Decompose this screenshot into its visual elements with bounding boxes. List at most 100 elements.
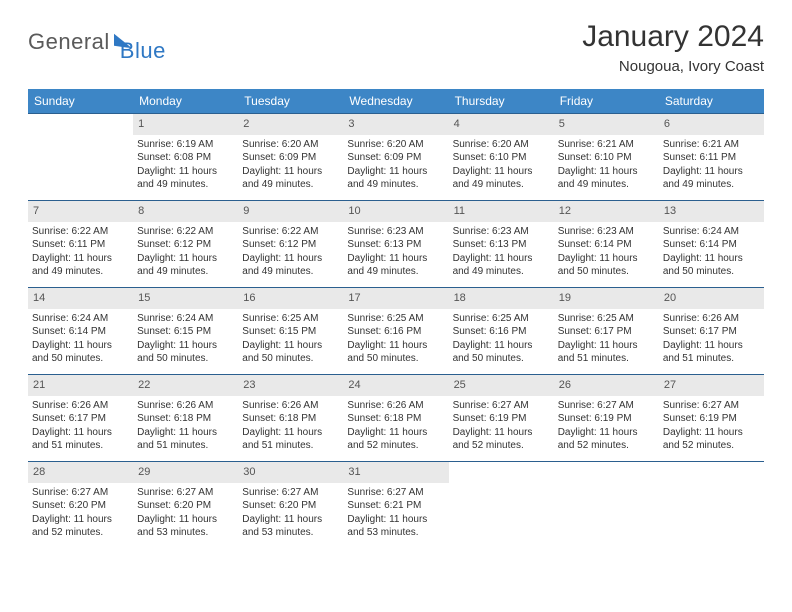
sunset-line: Sunset: 6:20 PM bbox=[137, 499, 234, 513]
sunrise-line: Sunrise: 6:20 AM bbox=[347, 138, 444, 152]
daylight-line: Daylight: 11 hours and 49 minutes. bbox=[663, 165, 760, 192]
calendar-day-cell: 3 Sunrise: 6:20 AMSunset: 6:09 PMDaylight… bbox=[343, 114, 448, 201]
calendar-day-cell: 20Sunrise: 6:26 AMSunset: 6:17 PMDayligh… bbox=[659, 288, 764, 375]
sunrise-line: Sunrise: 6:21 AM bbox=[663, 138, 760, 152]
daylight-line: Daylight: 11 hours and 52 minutes. bbox=[558, 426, 655, 453]
sunset-line: Sunset: 6:12 PM bbox=[137, 238, 234, 252]
day-number: 6 bbox=[659, 114, 764, 135]
day-number: 11 bbox=[449, 201, 554, 222]
sunset-line: Sunset: 6:16 PM bbox=[453, 325, 550, 339]
day-number: 4 bbox=[449, 114, 554, 135]
sunrise-line: Sunrise: 6:22 AM bbox=[137, 225, 234, 239]
sunrise-line: Sunrise: 6:20 AM bbox=[242, 138, 339, 152]
sunrise-line: Sunrise: 6:24 AM bbox=[663, 225, 760, 239]
sunrise-line: Sunrise: 6:26 AM bbox=[137, 399, 234, 413]
calendar-day-cell bbox=[28, 114, 133, 201]
sunset-line: Sunset: 6:08 PM bbox=[137, 151, 234, 165]
calendar-day-cell: 31Sunrise: 6:27 AMSunset: 6:21 PMDayligh… bbox=[343, 462, 448, 549]
daylight-line: Daylight: 11 hours and 49 minutes. bbox=[453, 252, 550, 279]
sunrise-line: Sunrise: 6:26 AM bbox=[32, 399, 129, 413]
page-title: January 2024 bbox=[582, 20, 764, 54]
calendar-day-cell bbox=[449, 462, 554, 549]
sunrise-line: Sunrise: 6:24 AM bbox=[137, 312, 234, 326]
calendar-day-cell: 23Sunrise: 6:26 AMSunset: 6:18 PMDayligh… bbox=[238, 375, 343, 462]
daylight-line: Daylight: 11 hours and 52 minutes. bbox=[347, 426, 444, 453]
calendar-day-cell: 26 Sunrise: 6:27 AMSunset: 6:19 PMDayligh… bbox=[554, 375, 659, 462]
logo-text-general: General bbox=[28, 29, 110, 55]
sunset-line: Sunset: 6:18 PM bbox=[347, 412, 444, 426]
calendar-day-cell: 13Sunrise: 6:24 AMSunset: 6:14 PMDayligh… bbox=[659, 201, 764, 288]
day-number: 30 bbox=[238, 462, 343, 483]
day-number: 10 bbox=[343, 201, 448, 222]
calendar-day-cell: 28Sunrise: 6:27 AMSunset: 6:20 PMDayligh… bbox=[28, 462, 133, 549]
day-number: 24 bbox=[343, 375, 448, 396]
calendar-day-cell: 25Sunrise: 6:27 AMSunset: 6:19 PMDayligh… bbox=[449, 375, 554, 462]
day-number: 14 bbox=[28, 288, 133, 309]
calendar-body: 1Sunrise: 6:19 AMSunset: 6:08 PMDaylight… bbox=[28, 114, 764, 549]
day-number: 12 bbox=[554, 201, 659, 222]
sunrise-line: Sunrise: 6:27 AM bbox=[663, 399, 760, 413]
daylight-line: Daylight: 11 hours and 49 minutes. bbox=[242, 252, 339, 279]
sunrise-line: Sunrise: 6:27 AM bbox=[453, 399, 550, 413]
day-number: 26 bbox=[554, 375, 659, 396]
daylight-line: Daylight: 11 hours and 49 minutes. bbox=[137, 165, 234, 192]
daylight-line: Daylight: 11 hours and 49 minutes. bbox=[558, 165, 655, 192]
calendar-day-cell: 8Sunrise: 6:22 AMSunset: 6:12 PMDaylight… bbox=[133, 201, 238, 288]
daylight-line: Daylight: 11 hours and 51 minutes. bbox=[32, 426, 129, 453]
daylight-line: Daylight: 11 hours and 50 minutes. bbox=[663, 252, 760, 279]
daylight-line: Daylight: 11 hours and 51 minutes. bbox=[558, 339, 655, 366]
calendar-day-cell: 6Sunrise: 6:21 AMSunset: 6:11 PMDaylight… bbox=[659, 114, 764, 201]
daylight-line: Daylight: 11 hours and 49 minutes. bbox=[453, 165, 550, 192]
calendar-day-cell: 12Sunrise: 6:23 AMSunset: 6:14 PMDayligh… bbox=[554, 201, 659, 288]
calendar-day-cell: 4Sunrise: 6:20 AMSunset: 6:10 PMDaylight… bbox=[449, 114, 554, 201]
calendar-page: General Blue January 2024 Nougoua, Ivory… bbox=[0, 0, 792, 568]
daylight-line: Daylight: 11 hours and 49 minutes. bbox=[347, 165, 444, 192]
sunrise-line: Sunrise: 6:23 AM bbox=[347, 225, 444, 239]
logo-text-blue: Blue bbox=[120, 38, 166, 64]
day-number: 31 bbox=[343, 462, 448, 483]
daylight-line: Daylight: 11 hours and 49 minutes. bbox=[242, 165, 339, 192]
daylight-line: Daylight: 11 hours and 50 minutes. bbox=[558, 252, 655, 279]
sunrise-line: Sunrise: 6:27 AM bbox=[32, 486, 129, 500]
daylight-line: Daylight: 11 hours and 53 minutes. bbox=[242, 513, 339, 540]
calendar-day-cell: 2Sunrise: 6:20 AMSunset: 6:09 PMDaylight… bbox=[238, 114, 343, 201]
sunrise-line: Sunrise: 6:23 AM bbox=[558, 225, 655, 239]
sunset-line: Sunset: 6:10 PM bbox=[558, 151, 655, 165]
page-subtitle: Nougoua, Ivory Coast bbox=[582, 58, 764, 75]
sunset-line: Sunset: 6:20 PM bbox=[32, 499, 129, 513]
sunrise-line: Sunrise: 6:26 AM bbox=[663, 312, 760, 326]
sunset-line: Sunset: 6:13 PM bbox=[347, 238, 444, 252]
weekday-header: Monday bbox=[133, 89, 238, 114]
calendar-day-cell: 16Sunrise: 6:25 AMSunset: 6:15 PMDayligh… bbox=[238, 288, 343, 375]
weekday-header: Thursday bbox=[449, 89, 554, 114]
daylight-line: Daylight: 11 hours and 52 minutes. bbox=[453, 426, 550, 453]
daylight-line: Daylight: 11 hours and 52 minutes. bbox=[32, 513, 129, 540]
sunrise-line: Sunrise: 6:20 AM bbox=[453, 138, 550, 152]
sunset-line: Sunset: 6:13 PM bbox=[453, 238, 550, 252]
day-number: 3 bbox=[343, 114, 448, 135]
sunrise-line: Sunrise: 6:25 AM bbox=[558, 312, 655, 326]
sunrise-line: Sunrise: 6:27 AM bbox=[347, 486, 444, 500]
day-number: 29 bbox=[133, 462, 238, 483]
calendar-day-cell: 9Sunrise: 6:22 AMSunset: 6:12 PMDaylight… bbox=[238, 201, 343, 288]
sunset-line: Sunset: 6:21 PM bbox=[347, 499, 444, 513]
sunrise-line: Sunrise: 6:23 AM bbox=[453, 225, 550, 239]
sunrise-line: Sunrise: 6:26 AM bbox=[242, 399, 339, 413]
sunset-line: Sunset: 6:16 PM bbox=[347, 325, 444, 339]
sunset-line: Sunset: 6:15 PM bbox=[137, 325, 234, 339]
sunset-line: Sunset: 6:09 PM bbox=[347, 151, 444, 165]
daylight-line: Daylight: 11 hours and 49 minutes. bbox=[347, 252, 444, 279]
calendar-day-cell: 5Sunrise: 6:21 AMSunset: 6:10 PMDaylight… bbox=[554, 114, 659, 201]
calendar-day-cell: 17Sunrise: 6:25 AMSunset: 6:16 PMDayligh… bbox=[343, 288, 448, 375]
sunrise-line: Sunrise: 6:27 AM bbox=[558, 399, 655, 413]
daylight-line: Daylight: 11 hours and 50 minutes. bbox=[347, 339, 444, 366]
sunset-line: Sunset: 6:17 PM bbox=[32, 412, 129, 426]
sunrise-line: Sunrise: 6:22 AM bbox=[242, 225, 339, 239]
daylight-line: Daylight: 11 hours and 51 minutes. bbox=[663, 339, 760, 366]
sunset-line: Sunset: 6:19 PM bbox=[558, 412, 655, 426]
weekday-header: Sunday bbox=[28, 89, 133, 114]
day-number: 16 bbox=[238, 288, 343, 309]
daylight-line: Daylight: 11 hours and 49 minutes. bbox=[137, 252, 234, 279]
day-number: 21 bbox=[28, 375, 133, 396]
daylight-line: Daylight: 11 hours and 53 minutes. bbox=[137, 513, 234, 540]
